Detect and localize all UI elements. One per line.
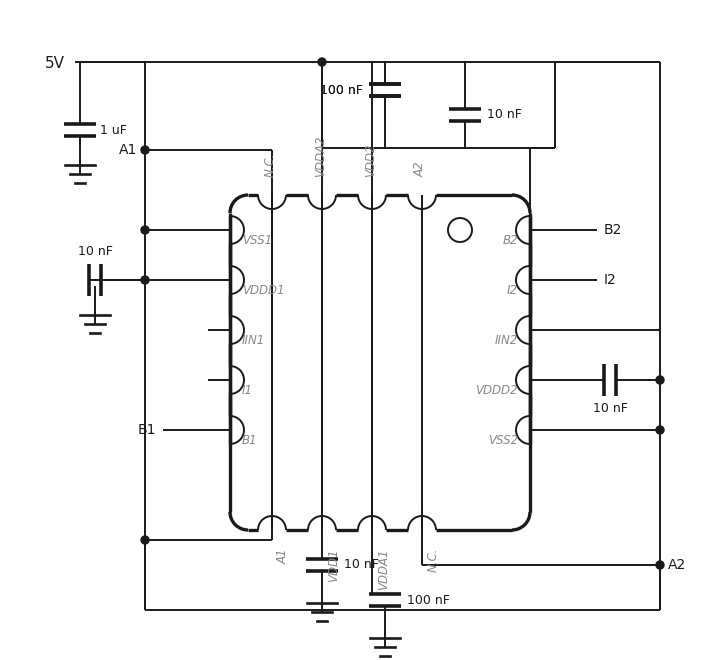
Text: 100 nF: 100 nF xyxy=(407,593,450,607)
Text: N.C.: N.C. xyxy=(264,152,277,177)
Text: VDD2: VDD2 xyxy=(364,143,377,177)
Text: I1: I1 xyxy=(242,384,253,397)
Circle shape xyxy=(141,536,149,544)
Text: VSS2: VSS2 xyxy=(488,434,518,447)
Text: 100 nF: 100 nF xyxy=(320,84,363,96)
Text: A2: A2 xyxy=(668,558,686,572)
Text: 10 nF: 10 nF xyxy=(593,402,627,415)
Circle shape xyxy=(656,376,664,384)
Circle shape xyxy=(141,226,149,234)
Text: A2: A2 xyxy=(414,162,427,177)
Text: B2: B2 xyxy=(503,234,518,247)
Text: 100 nF: 100 nF xyxy=(320,84,363,96)
Text: 10 nF: 10 nF xyxy=(344,558,379,572)
Text: VDD1: VDD1 xyxy=(327,548,340,581)
Text: 10 nF: 10 nF xyxy=(487,108,522,121)
Text: 10 nF: 10 nF xyxy=(78,245,112,258)
Text: I2: I2 xyxy=(604,273,617,287)
Circle shape xyxy=(318,58,326,66)
Text: A1: A1 xyxy=(119,143,137,157)
Circle shape xyxy=(656,426,664,434)
Text: VDDD2: VDDD2 xyxy=(475,384,518,397)
Circle shape xyxy=(141,276,149,284)
Text: N.C.: N.C. xyxy=(427,548,440,572)
Text: B2: B2 xyxy=(604,223,622,237)
Text: VDDA2: VDDA2 xyxy=(314,135,327,177)
Text: 1 uF: 1 uF xyxy=(100,123,127,137)
Text: B1: B1 xyxy=(138,423,156,437)
Text: A1: A1 xyxy=(277,548,290,564)
Text: I2: I2 xyxy=(507,284,518,297)
Text: VDDA1: VDDA1 xyxy=(377,548,390,589)
Text: IIN1: IIN1 xyxy=(242,334,265,347)
Text: VDDD1: VDDD1 xyxy=(242,284,284,297)
Text: 5V: 5V xyxy=(45,57,65,71)
Circle shape xyxy=(656,561,664,569)
Text: IIN2: IIN2 xyxy=(495,334,518,347)
Circle shape xyxy=(141,146,149,154)
Text: B1: B1 xyxy=(242,434,258,447)
Text: VSS1: VSS1 xyxy=(242,234,272,247)
